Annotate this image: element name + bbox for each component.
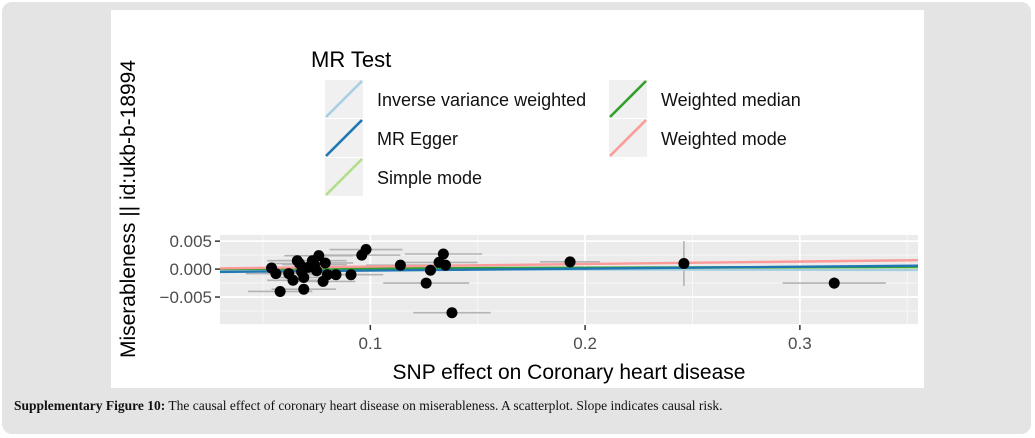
data-point: [440, 259, 452, 271]
figure-panel: MR Test Inverse variance weighted MR Egge…: [111, 10, 924, 388]
legend-label: Weighted median: [661, 90, 801, 110]
x-axis-title: SNP effect on Coronary heart disease: [393, 361, 746, 384]
data-point: [330, 269, 342, 281]
legend-label: MR Egger: [377, 129, 458, 149]
y-axis-title: Miserableness || id:ukb-b-18994: [117, 60, 140, 358]
figure-caption: Supplementary Figure 10: The causal effe…: [14, 398, 723, 414]
data-point: [313, 250, 325, 262]
legend-key-line: [609, 119, 647, 157]
legend-label: Simple mode: [377, 168, 482, 188]
x-tick-label: 0.1: [359, 334, 383, 353]
legend-entry: Simple mode: [325, 158, 482, 196]
data-point: [437, 248, 449, 260]
data-point: [319, 257, 331, 269]
data-point: [420, 277, 432, 289]
legend-key-line: [325, 119, 363, 157]
x-tick-label: 0.3: [788, 334, 812, 353]
data-point: [274, 285, 286, 297]
data-point: [678, 258, 690, 270]
data-point: [321, 269, 333, 281]
scatter-chart: MR Test Inverse variance weighted MR Egge…: [117, 47, 919, 384]
legend: MR Test Inverse variance weighted MR Egge…: [311, 47, 801, 196]
data-point: [360, 244, 372, 256]
plot-panel: 0.1 0.2 0.3 0.005 0.000 −0.005: [160, 232, 919, 353]
data-point: [298, 283, 310, 295]
legend-label: Weighted mode: [661, 129, 787, 149]
legend-label: Inverse variance weighted: [377, 90, 586, 110]
caption-label: Supplementary Figure 10:: [14, 398, 166, 413]
legend-entry: Weighted mode: [609, 119, 787, 157]
legend-key-line: [325, 80, 363, 118]
data-point: [293, 258, 305, 270]
data-point: [394, 259, 406, 271]
data-point: [446, 307, 458, 319]
data-point: [270, 268, 282, 280]
data-point: [298, 271, 310, 283]
data-point: [311, 265, 323, 277]
data-point: [287, 274, 299, 286]
x-tick-label: 0.2: [573, 334, 597, 353]
data-point: [345, 269, 357, 281]
y-tick-label: 0.005: [169, 232, 212, 251]
data-point: [564, 256, 576, 268]
legend-key-line: [609, 80, 647, 118]
legend-entry: MR Egger: [325, 119, 458, 157]
caption-text: The causal effect of coronary heart dise…: [165, 398, 723, 413]
legend-entry: Weighted median: [609, 80, 801, 118]
data-point: [828, 277, 840, 289]
y-tick-label: −0.005: [160, 288, 212, 307]
legend-entry: Inverse variance weighted: [325, 80, 586, 118]
legend-title: MR Test: [311, 47, 391, 72]
y-tick-label: 0.000: [169, 260, 212, 279]
legend-key-line: [325, 158, 363, 196]
data-point: [424, 264, 436, 276]
